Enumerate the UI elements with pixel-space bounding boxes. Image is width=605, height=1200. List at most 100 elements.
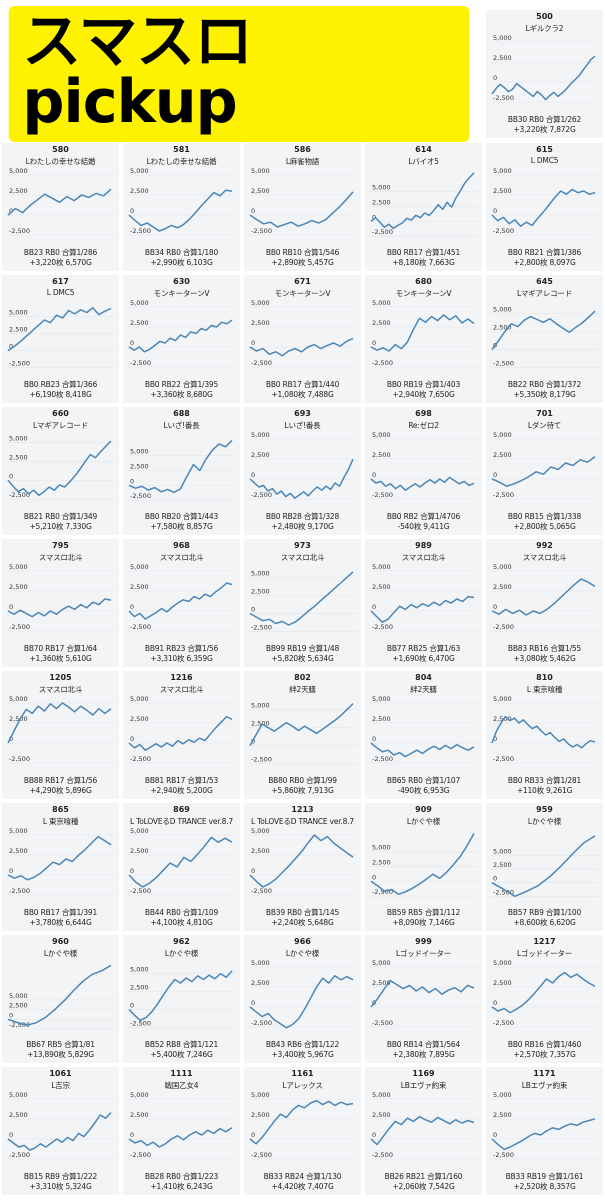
chart-panel: 1217 Lゴッドイーター 5,000 2,500 0 -2,500 BB0 RB16 合算… xyxy=(486,935,603,1063)
chart-panel: 688 Lいざ!番長 5,000 2,500 0 -2,500 BB0 RB20 合算1/4… xyxy=(123,407,240,535)
slump-graph: 5,000 2,500 0 -2,500 xyxy=(369,172,478,237)
y-tick-label: 5,000 xyxy=(493,306,512,314)
y-tick-label: 5,000 xyxy=(130,695,149,703)
result-stats: +2,570枚 7,357G xyxy=(513,1050,576,1059)
y-tick-label: 2,500 xyxy=(130,462,149,470)
result-stats: +2,240枚 5,648G xyxy=(271,918,334,927)
y-tick-label: 5,000 xyxy=(251,827,270,835)
machine-name: Lわたしの幸せな結婚 xyxy=(146,157,217,166)
y-tick-label: -2,500 xyxy=(372,228,393,236)
y-tick-label: -2,500 xyxy=(9,1021,30,1029)
series-line xyxy=(370,172,475,230)
slump-graph: 5,000 2,500 0 -2,500 xyxy=(369,299,478,368)
chart-panel: 1213 L ToLOVEるD TRANCE ver.8.7 5,000 2,500 0… xyxy=(244,803,361,931)
machine-number: 680 xyxy=(415,277,432,286)
y-tick-label: 5,000 xyxy=(130,299,149,307)
y-tick-label: 0 xyxy=(493,875,497,883)
y-tick-label: 5,000 xyxy=(493,563,512,571)
series-line xyxy=(491,1118,596,1151)
slump-graph: 5,000 2,500 0 -2,500 xyxy=(248,167,357,236)
result-stats: +8,600枚 6,620G xyxy=(513,918,576,927)
machine-number: 630 xyxy=(173,277,190,286)
y-tick-label: 5,000 xyxy=(493,695,512,703)
machine-number: 795 xyxy=(52,541,69,550)
y-tick-label: 2,500 xyxy=(493,324,512,332)
series-line xyxy=(249,834,354,888)
slump-graph: 5,000 2,500 0 -2,500 xyxy=(490,835,599,898)
y-tick-label: 5,000 xyxy=(130,448,149,456)
machine-number: 959 xyxy=(536,805,553,814)
chart-panel: 804 絆2天膳 5,000 2,500 0 -2,500 BB65 RB0 合算1/107… xyxy=(365,671,482,799)
result-stats: +6,190枚 8,418G xyxy=(29,390,92,399)
bonus-stats: BB0 RB20 合算1/443 xyxy=(144,512,219,521)
y-tick-label: -2,500 xyxy=(493,888,514,896)
y-tick-label: 2,500 xyxy=(372,198,391,206)
result-stats: +5,400枚 7,246G xyxy=(150,1050,213,1059)
machine-name: Lマギアレコード xyxy=(516,289,573,298)
result-stats: +3,080枚 5,462G xyxy=(513,654,576,663)
y-tick-label: 0 xyxy=(251,867,255,875)
chart-panel: 999 Lゴッドイーター 5,000 2,500 0 -2,500 BB0 RB14 合算1… xyxy=(365,935,482,1063)
y-tick-label: 5,000 xyxy=(9,309,28,317)
machine-number: 869 xyxy=(173,805,190,814)
machine-name: 戦国乙女4 xyxy=(164,1081,199,1090)
bonus-stats: BB43 RB6 合算1/122 xyxy=(265,1040,340,1049)
bonus-stats: BB0 RB22 合算1/395 xyxy=(144,380,219,389)
slump-graph: 5,000 2,500 0 -2,500 xyxy=(248,1091,357,1160)
y-tick-label: 2,500 xyxy=(9,847,28,855)
series-line xyxy=(491,835,596,898)
result-stats: +5,820枚 5,634G xyxy=(271,654,334,663)
y-tick-label: -2,500 xyxy=(130,1151,151,1159)
result-stats: +5,210枚 7,330G xyxy=(29,522,92,531)
y-tick-label: 0 xyxy=(9,1011,13,1019)
machine-number: 909 xyxy=(415,805,432,814)
y-tick-label: 2,500 xyxy=(372,979,391,987)
bonus-stats: BB81 RB17 合算1/53 xyxy=(144,776,219,785)
machine-number: 693 xyxy=(294,409,311,418)
bonus-stats: BB33 RB19 合算1/161 xyxy=(505,1172,584,1181)
result-stats: +4,100枚 4,810G xyxy=(150,918,213,927)
result-stats: +110枚 9,261G xyxy=(516,786,573,795)
result-stats: +7,580枚 8,857G xyxy=(150,522,213,531)
y-tick-label: 0 xyxy=(130,1131,134,1139)
chart-panel: 1111 戦国乙女4 5,000 2,500 0 -2,500 BB28 RB0 合算1/2… xyxy=(123,1067,240,1195)
machine-name: Lわたしの幸せな結婚 xyxy=(25,157,96,166)
y-tick-label: 5,000 xyxy=(372,844,391,852)
machine-name: Lいざ!番長 xyxy=(284,421,321,430)
machine-name: Lアレックス xyxy=(282,1081,323,1090)
machine-name: L DMC5 xyxy=(46,288,75,297)
y-tick-label: -2,500 xyxy=(130,755,151,763)
y-tick-label: 2,500 xyxy=(130,847,149,855)
slump-graph: 5,000 2,500 0 -2,500 xyxy=(127,1091,236,1160)
series-line xyxy=(7,702,112,744)
machine-number: 989 xyxy=(415,541,432,550)
machine-number: 701 xyxy=(536,409,553,418)
bonus-stats: BB0 RB19 合算1/403 xyxy=(386,380,461,389)
y-tick-label: 2,500 xyxy=(251,451,270,459)
slump-graph: 5,000 2,500 0 -2,500 xyxy=(490,959,599,1028)
y-tick-label: -2,500 xyxy=(372,1019,393,1027)
y-tick-label: 0 xyxy=(251,606,255,614)
y-tick-label: 2,500 xyxy=(251,979,270,987)
machine-name: L 東京喰種 xyxy=(42,817,79,826)
machine-name: スマスロ北斗 xyxy=(38,553,83,562)
y-tick-label: 5,000 xyxy=(9,992,28,1000)
y-tick-label: -2,500 xyxy=(372,491,393,499)
y-tick-label: -2,500 xyxy=(493,359,514,367)
y-tick-label: 2,500 xyxy=(130,187,149,195)
result-stats: +1,080枚 7,488G xyxy=(271,390,334,399)
machine-number: 660 xyxy=(52,409,69,418)
result-stats: +4,290枚 5,896G xyxy=(29,786,92,795)
result-stats: +2,800枚 8,097G xyxy=(513,258,576,267)
series-line xyxy=(491,715,596,749)
bonus-stats: BB33 RB24 合算1/130 xyxy=(263,1172,342,1181)
result-stats: +13,890枚 5,829G xyxy=(27,1050,94,1059)
chart-panel: 869 L ToLOVEるD TRANCE ver.8.7 5,000 2,500 0 -… xyxy=(123,803,240,931)
series-line xyxy=(128,836,233,888)
y-tick-label: 5,000 xyxy=(130,563,149,571)
page-title: スマスロpickup xyxy=(8,6,470,142)
chart-panel: 802 絆2天膳 5,000 2,500 0 -2,500 BB80 RB0 合算1/99 +… xyxy=(244,671,361,799)
machine-name: 絆2天膳 xyxy=(289,685,316,694)
machine-name: Lかぐや様 xyxy=(43,949,78,958)
bonus-stats: BB70 RB17 合算1/64 xyxy=(23,644,98,653)
